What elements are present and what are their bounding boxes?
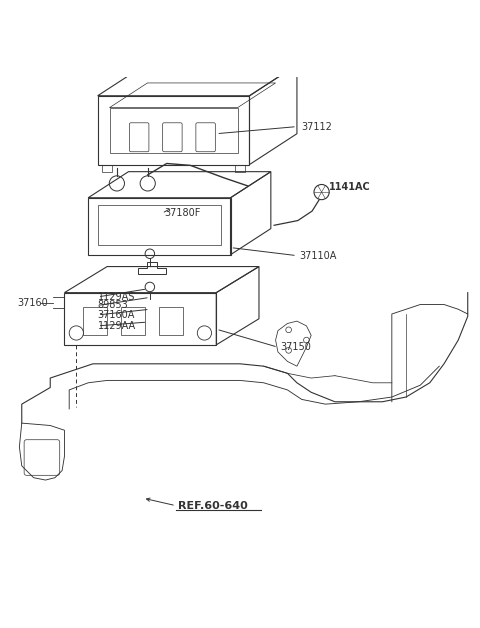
Bar [84,307,107,335]
Text: 37160: 37160 [17,298,48,308]
Text: 37112: 37112 [301,122,333,132]
Text: 37180F: 37180F [164,208,201,219]
Text: 1129AA: 1129AA [97,321,136,331]
Text: 37160A: 37160A [97,310,135,320]
Text: 1141AC: 1141AC [329,182,371,192]
Text: 37110A: 37110A [300,251,336,261]
Text: 89853: 89853 [97,300,129,310]
Text: 1129AS: 1129AS [97,292,135,302]
Bar [159,307,183,335]
Bar [121,307,145,335]
Text: REF.60-640: REF.60-640 [179,501,248,511]
Text: 37150: 37150 [280,342,311,352]
